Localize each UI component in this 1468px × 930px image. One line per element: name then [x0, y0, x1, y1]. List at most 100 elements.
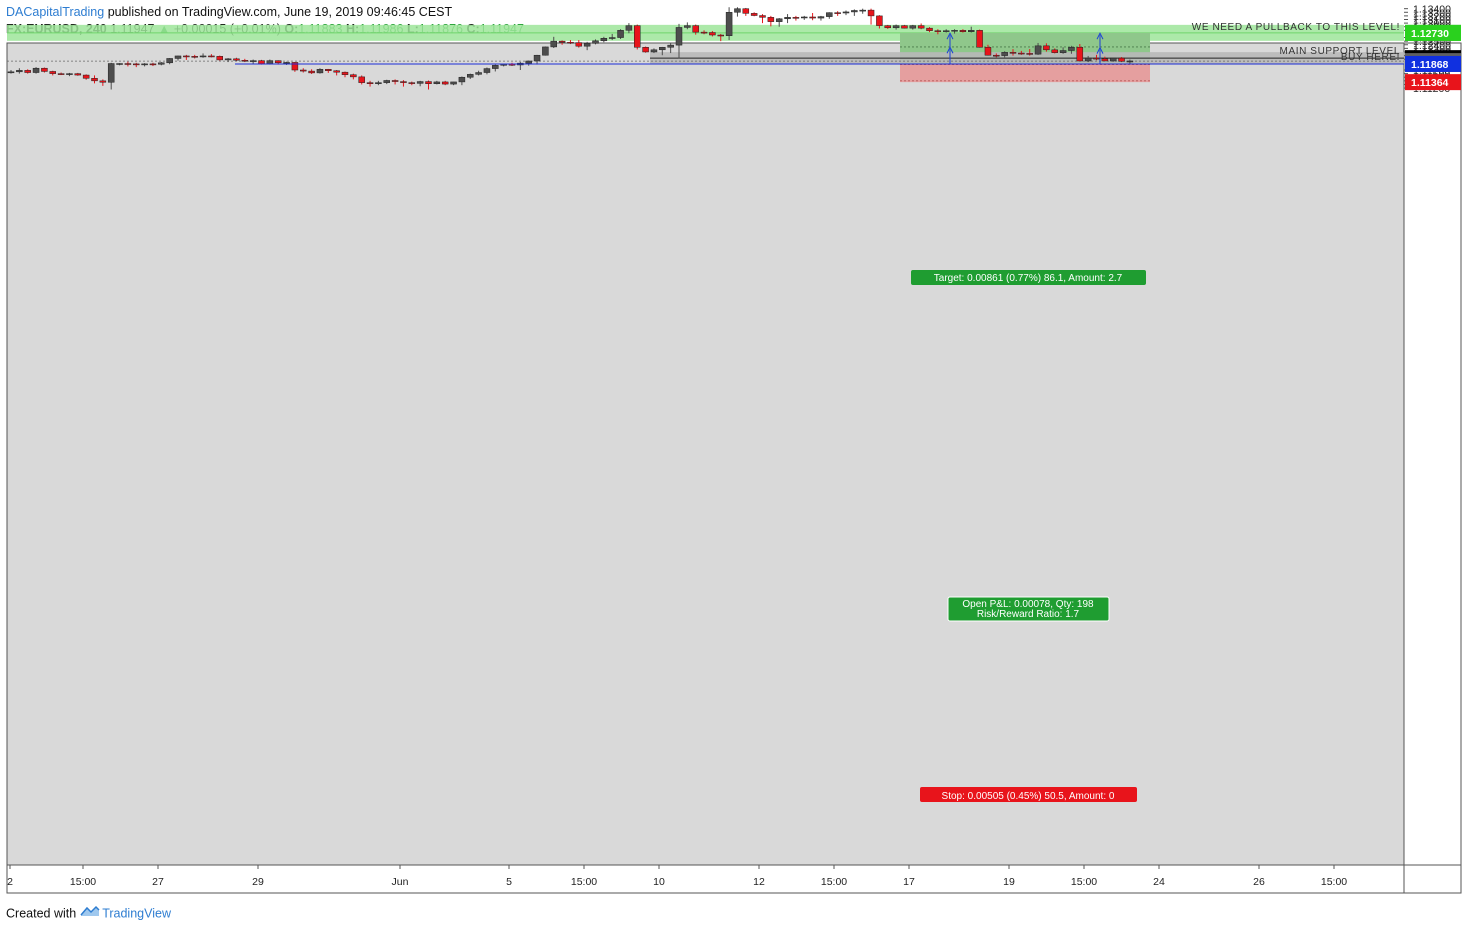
candle-body	[1051, 49, 1058, 53]
candle-body	[475, 72, 482, 75]
candle-body	[968, 30, 975, 33]
candle-body	[550, 40, 557, 48]
candle-body	[216, 56, 223, 61]
candle-body	[433, 81, 441, 84]
candle-body	[826, 12, 833, 17]
candle-body	[792, 17, 800, 19]
candle-body	[1118, 57, 1125, 62]
candle-body	[107, 63, 115, 83]
candle-body	[692, 25, 699, 33]
candle-body	[166, 58, 173, 64]
candle-body	[57, 73, 65, 75]
candle-body	[1076, 47, 1084, 62]
time-axis-label: 12	[753, 876, 765, 888]
time-axis-label: 29	[252, 876, 264, 888]
author-link[interactable]: DACapitalTrading	[6, 5, 105, 19]
footer: Created with TradingView	[6, 904, 171, 924]
candle-body	[700, 31, 708, 34]
candle-body	[1126, 60, 1134, 63]
candle-body	[316, 69, 324, 74]
candle-body	[375, 82, 382, 84]
candle-body	[24, 70, 31, 73]
price-tag-label: 1.12730	[1411, 28, 1449, 40]
price-axis-label: 1.13200	[1413, 11, 1451, 23]
candle-body	[725, 12, 733, 36]
candle-body	[775, 18, 783, 22]
candle-body	[1026, 53, 1033, 55]
candle-body	[625, 25, 633, 31]
tradingview-logo-icon	[80, 904, 100, 922]
candle-body	[82, 74, 90, 79]
candle-body	[224, 58, 232, 61]
candle-body	[659, 47, 666, 51]
candle-body	[258, 60, 265, 65]
price-axis-label: 1.13100	[1413, 14, 1451, 26]
candle-body	[66, 73, 73, 75]
candle-body	[600, 38, 608, 42]
time-axis-label: Jun	[392, 876, 409, 888]
candle-body	[542, 46, 549, 56]
candle-body	[1001, 52, 1008, 56]
projection-arrow-head	[946, 32, 954, 40]
candle-body	[233, 58, 240, 61]
price-tag-bg	[1405, 24, 1461, 41]
tradingview-link[interactable]: TradingView	[102, 906, 171, 921]
candle-body	[892, 25, 900, 29]
price-tag-bg	[1405, 74, 1461, 91]
candle-body	[291, 62, 299, 71]
candle-body	[74, 73, 82, 76]
candle-body	[183, 55, 190, 58]
candle-body	[917, 25, 925, 29]
price-tag-bg	[1405, 55, 1461, 72]
candle-body	[333, 70, 340, 73]
candle-body	[909, 25, 917, 29]
candle-body	[575, 42, 583, 47]
time-axis-label: 26	[1253, 876, 1265, 888]
time-axis-label: 15:00	[1321, 876, 1347, 888]
candle-body	[993, 54, 1000, 57]
candle-body	[308, 70, 315, 74]
candle-body	[876, 15, 883, 26]
chart-frame	[6, 42, 1462, 894]
created-with-label: Created with	[6, 906, 77, 921]
candle-body	[49, 71, 56, 74]
candle-body	[767, 17, 775, 22]
time-axis-label: 2	[7, 876, 13, 888]
candle-body	[450, 81, 457, 85]
candle-body	[926, 27, 933, 31]
candle-body	[199, 55, 207, 58]
candle-body	[350, 74, 357, 78]
candle-body	[158, 62, 165, 65]
candle-body	[425, 81, 432, 84]
candle-body	[675, 27, 683, 46]
candle-body	[742, 8, 750, 14]
candle-body	[1093, 57, 1100, 60]
candle-body	[859, 9, 866, 12]
candle-body	[274, 60, 282, 64]
candle-body	[441, 81, 449, 85]
candle-body	[734, 8, 741, 13]
price-tag-label: 1.11868	[1411, 59, 1449, 71]
candle-body	[400, 81, 407, 83]
candle-body	[1101, 58, 1109, 62]
candle-body	[842, 11, 850, 14]
candle-body	[149, 63, 157, 66]
publish-line: DACapitalTrading published on TradingVie…	[6, 4, 524, 21]
candle-body	[959, 30, 967, 33]
time-axis-label: 15:00	[571, 876, 597, 888]
time-axis-label: 17	[903, 876, 915, 888]
candle-body	[266, 60, 274, 65]
candle-body	[884, 25, 891, 29]
target-box: Target: 0.00861 (0.77%) 86.1, Amount: 2.…	[911, 270, 1146, 285]
candle-body	[1084, 57, 1092, 62]
candle-body	[391, 80, 399, 82]
risk-reward-text: Risk/Reward Ratio: 1.7	[977, 609, 1080, 620]
candle-body	[942, 30, 950, 32]
time-axis-label: 10	[653, 876, 665, 888]
candle-body	[191, 56, 198, 58]
candle-body	[325, 69, 332, 71]
candle-body	[608, 37, 616, 39]
candle-body	[567, 41, 574, 44]
